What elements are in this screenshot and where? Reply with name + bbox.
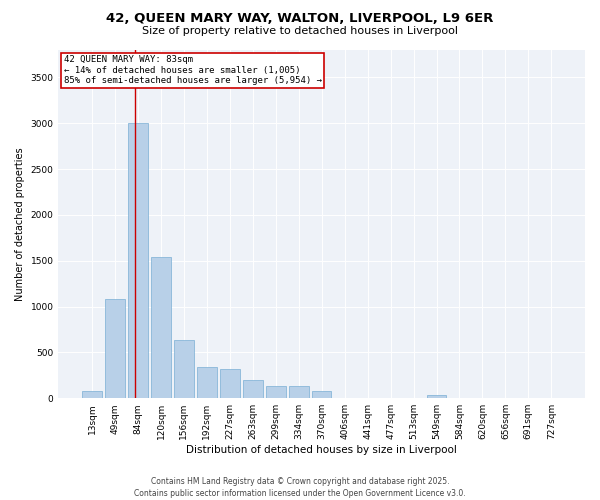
Text: Contains HM Land Registry data © Crown copyright and database right 2025.
Contai: Contains HM Land Registry data © Crown c… [134, 476, 466, 498]
Bar [266, 386, 286, 398]
Y-axis label: Number of detached properties: Number of detached properties [15, 148, 25, 301]
Bar [151, 257, 171, 398]
Bar [197, 367, 217, 398]
Bar [220, 369, 239, 398]
Text: 42 QUEEN MARY WAY: 83sqm
← 14% of detached houses are smaller (1,005)
85% of sem: 42 QUEEN MARY WAY: 83sqm ← 14% of detach… [64, 55, 322, 85]
Bar [106, 299, 125, 398]
Text: 42, QUEEN MARY WAY, WALTON, LIVERPOOL, L9 6ER: 42, QUEEN MARY WAY, WALTON, LIVERPOOL, L… [106, 12, 494, 26]
Bar [289, 386, 308, 398]
Bar [312, 392, 331, 398]
Bar [128, 124, 148, 398]
X-axis label: Distribution of detached houses by size in Liverpool: Distribution of detached houses by size … [186, 445, 457, 455]
Bar [243, 380, 263, 398]
Bar [82, 392, 102, 398]
Text: Size of property relative to detached houses in Liverpool: Size of property relative to detached ho… [142, 26, 458, 36]
Bar [174, 340, 194, 398]
Bar [427, 394, 446, 398]
